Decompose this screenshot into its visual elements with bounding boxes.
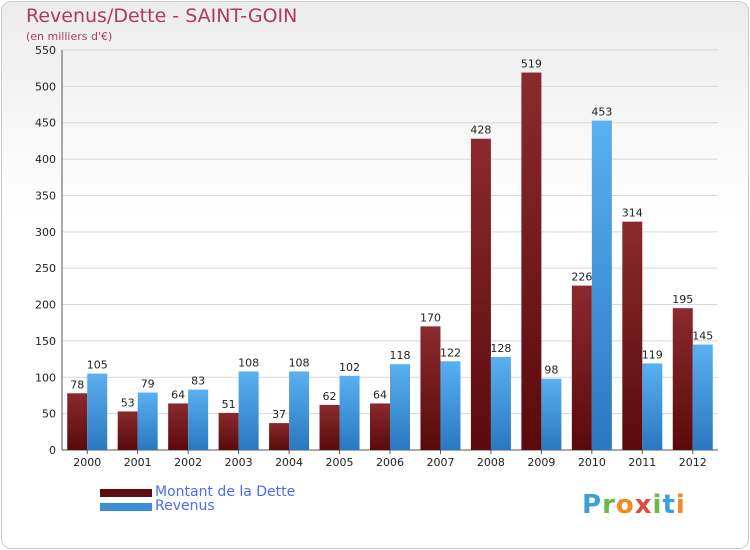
x-tick-label: 2009 [527,456,555,469]
data-label-dette: 62 [323,390,337,403]
bar-revenus [642,363,663,450]
bar-dette [218,412,239,450]
data-label-revenus: 108 [238,356,259,369]
legend-label-dette: Montant de la Dette [155,484,296,500]
data-label-dette: 195 [672,293,693,306]
chart-title: Revenus/Dette - SAINT-GOIN [26,5,298,27]
y-tick-label: 0 [49,444,56,457]
data-label-dette: 314 [622,207,643,220]
y-tick-label: 100 [35,371,56,384]
bar-dette [67,393,88,450]
data-label-dette: 64 [373,388,387,401]
x-tick-label: 2006 [376,456,404,469]
legend-swatch-dette [100,489,152,497]
bar-dette [672,308,693,450]
bar-dette [117,411,138,450]
bar-revenus [692,344,713,450]
data-label-dette: 53 [121,396,135,409]
data-label-dette: 428 [470,124,491,137]
bar-dette [370,403,390,450]
bar-dette [470,138,491,450]
data-label-revenus: 119 [642,348,663,361]
x-tick-label: 2012 [679,456,707,469]
legend-swatch-revenus [100,503,152,511]
bar-revenus [339,375,360,450]
data-label-dette: 37 [272,408,286,421]
y-tick-label: 300 [35,226,56,239]
data-label-dette: 64 [171,388,185,401]
bar-dette [521,72,542,450]
data-label-revenus: 145 [692,330,713,343]
data-label-revenus: 453 [591,106,612,119]
data-label-dette: 78 [70,378,84,391]
proxiti-logo: Proxiti [582,490,686,520]
bar-dette [622,221,643,450]
bars [67,72,713,450]
bar-dette [420,326,441,450]
y-tick-label: 350 [35,189,56,202]
y-tick-label: 250 [35,262,56,275]
x-tick-label: 2007 [426,456,454,469]
data-label-revenus: 122 [440,346,461,359]
data-label-revenus: 98 [544,364,558,377]
bar-revenus [390,364,410,450]
bar-revenus [188,389,209,450]
data-label-revenus: 118 [390,349,411,362]
bar-revenus [289,371,310,450]
bar-revenus [238,371,259,450]
data-label-revenus: 105 [87,359,108,372]
x-tick-label: 2001 [124,456,152,469]
y-tick-label: 450 [35,117,56,130]
y-tick-label: 50 [42,408,56,421]
data-label-revenus: 102 [339,361,360,374]
x-tick-label: 2010 [578,456,606,469]
bar-revenus [440,361,461,450]
bar-revenus [87,373,108,450]
x-tick-label: 2002 [174,456,202,469]
y-tick-label: 500 [35,80,56,93]
data-label-revenus: 108 [289,356,310,369]
y-tick-label: 200 [35,299,56,312]
data-label-revenus: 79 [141,378,155,391]
bar-dette [319,404,340,450]
bar-chart: 0 50 100 150 200 250 300 350 400 450 500 550 2000 200… [35,44,718,469]
data-label-dette: 51 [222,398,236,411]
chart-subtitle: (en milliers d'€) [26,30,113,43]
bar-dette [269,423,290,450]
legend-label-revenus: Revenus [155,498,215,514]
x-tick-label: 2005 [326,456,354,469]
y-tick-label: 400 [35,153,56,166]
data-label-dette: 170 [420,311,441,324]
data-label-revenus: 83 [191,375,205,388]
bar-revenus [137,392,158,450]
x-tick-label: 2000 [73,456,101,469]
bar-revenus [591,120,612,450]
x-tick-label: 2011 [628,456,656,469]
bar-dette [168,403,189,450]
x-tick-label: 2003 [225,456,253,469]
data-label-revenus: 128 [490,342,511,355]
x-tick-label: 2008 [477,456,505,469]
bar-dette [571,285,592,450]
data-label-dette: 226 [571,271,592,284]
data-label-dette: 519 [521,58,542,71]
bar-revenus [541,378,562,450]
y-tick-label: 550 [35,44,56,57]
bar-revenus [490,356,511,450]
x-tick-label: 2004 [275,456,303,469]
y-tick-label: 150 [35,335,56,348]
